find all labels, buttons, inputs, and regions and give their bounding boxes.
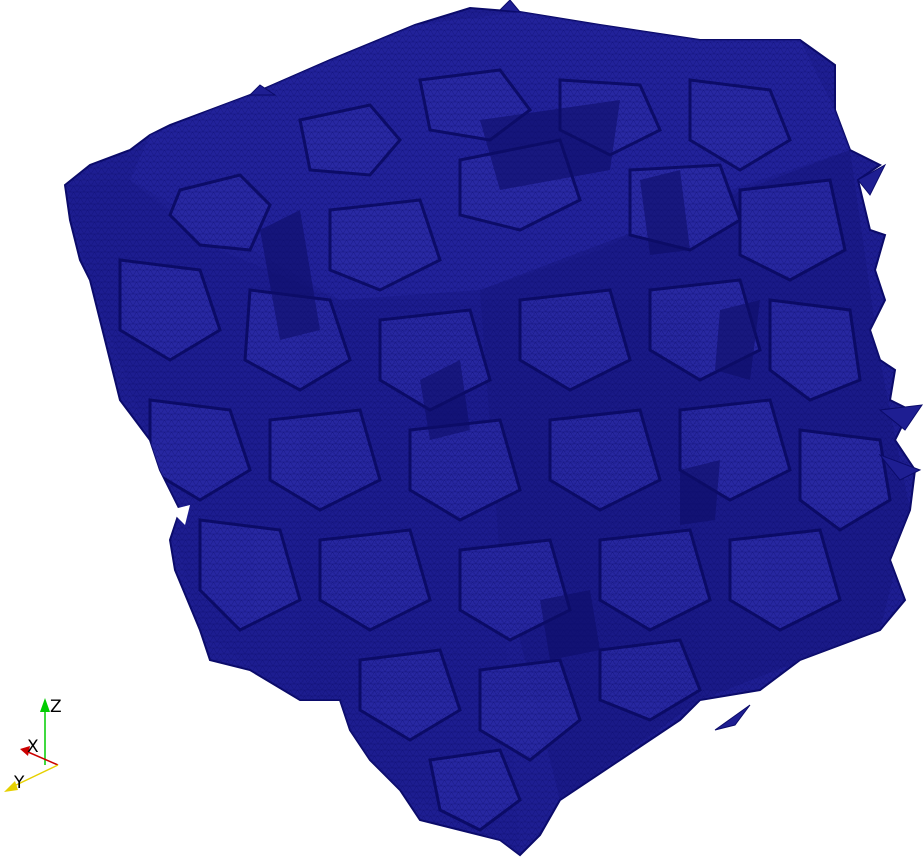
mesh-fringe <box>170 0 924 731</box>
x-axis-label: X <box>27 737 39 757</box>
orientation-axes-widget: Z X Y <box>4 697 62 793</box>
y-axis-label: Y <box>13 773 25 793</box>
x-axis-line <box>27 751 59 766</box>
y-axis-line <box>13 764 59 787</box>
x-axis-arrow-icon <box>20 746 30 756</box>
y-axis-arrow-icon <box>4 781 18 792</box>
z-axis-label: Z <box>50 697 62 717</box>
z-axis-arrow-icon <box>40 698 50 712</box>
